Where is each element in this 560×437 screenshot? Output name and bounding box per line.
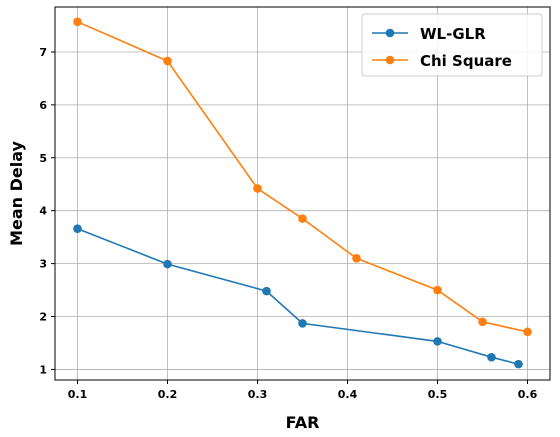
data-point	[298, 319, 307, 328]
data-point	[163, 259, 172, 269]
legend: WL-GLR Chi Square	[361, 13, 543, 77]
grid-lines	[55, 7, 550, 380]
x-tick-label: 0.3	[248, 388, 268, 401]
data-point	[73, 17, 82, 27]
y-tick-label: 1	[39, 363, 47, 376]
legend-label: Chi Square	[420, 52, 512, 70]
legend-marker	[385, 55, 395, 65]
x-axis-label: FAR	[286, 413, 320, 432]
data-point	[433, 337, 442, 346]
data-point	[298, 214, 307, 223]
series-layer	[73, 17, 532, 369]
axis-ticks: 0.1 0.2 0.3 0.4 0.5 0.6 1 2 3 4 5 6 7	[39, 46, 537, 401]
x-tick-label: 0.2	[158, 388, 178, 401]
data-point	[163, 56, 172, 66]
data-point	[433, 285, 442, 295]
data-point	[523, 327, 532, 337]
y-tick-label: 7	[39, 46, 47, 59]
series-wl-glr	[73, 224, 523, 369]
x-tick-label: 0.1	[68, 388, 88, 401]
y-tick-label: 2	[39, 311, 47, 324]
y-tick-label: 6	[39, 99, 47, 112]
data-point	[253, 184, 262, 193]
legend-label: WL-GLR	[420, 25, 486, 43]
y-axis-label: Mean Delay	[7, 140, 26, 245]
data-point	[262, 286, 271, 296]
legend-marker	[385, 28, 395, 38]
series-line	[77, 21, 528, 333]
x-tick-label: 0.6	[518, 388, 538, 401]
data-point	[514, 359, 523, 369]
x-tick-label: 0.4	[338, 388, 358, 401]
y-tick-label: 4	[39, 205, 47, 218]
series-chi-square	[73, 17, 532, 337]
data-point	[352, 254, 361, 263]
x-tick-label: 0.5	[428, 388, 448, 401]
y-tick-label: 3	[39, 258, 47, 271]
data-point	[487, 352, 496, 362]
plot-frame	[54, 6, 551, 381]
y-tick-label: 5	[39, 152, 47, 165]
data-point	[478, 317, 487, 327]
data-point	[73, 224, 82, 233]
